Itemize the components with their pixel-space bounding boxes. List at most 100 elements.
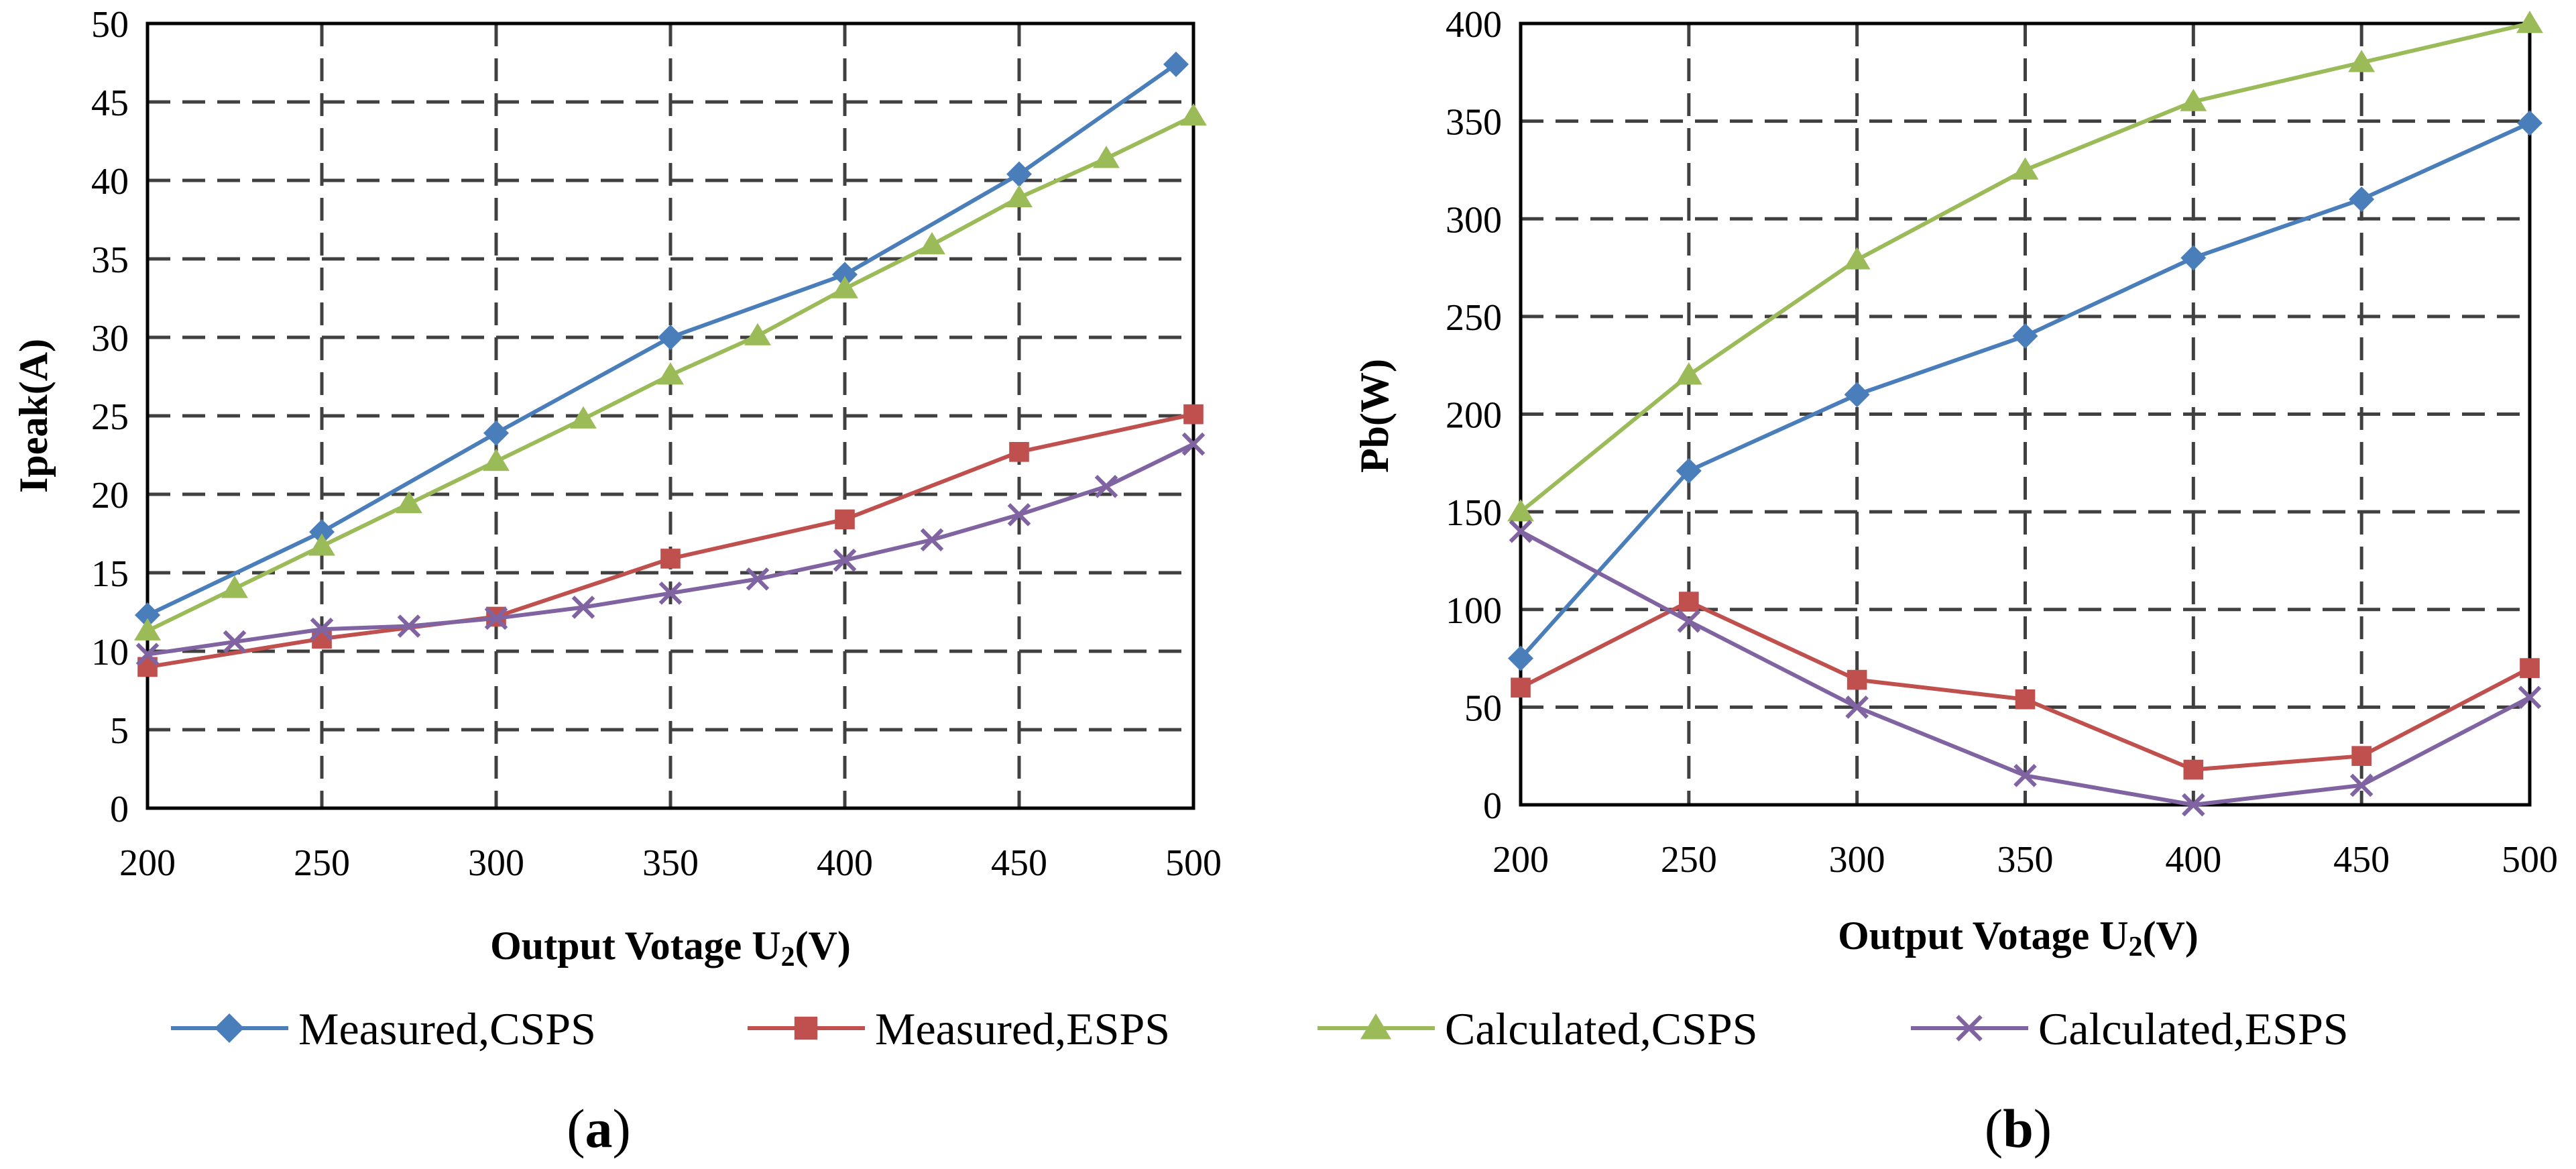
point-calculated-esps-b [1509,519,1533,543]
point-calculated-csps-b [2180,89,2207,111]
x-tick-label-b: 500 [2502,839,2558,881]
series-b [1507,11,2543,817]
plot-frame-b [1519,21,2532,807]
y-tick-label-a: 10 [91,632,129,673]
legend-marker-calculated-csps [1360,1013,1392,1040]
point-calculated-esps-b [2013,763,2037,787]
y-axis-title-a: Ipeak(A) [11,339,56,493]
y-tick-label-b: 200 [1446,395,1502,437]
point-calculated-esps-a [746,567,770,591]
grid-a [148,23,1193,808]
panel-label-a-open: ( [567,1098,585,1159]
point-calculated-csps-a [570,406,597,429]
y-tick-label-a: 20 [91,475,129,516]
panel-label-a-close: ) [613,1098,631,1159]
point-measured-csps-a [309,519,335,545]
point-measured-csps-a [483,420,509,446]
x-tick-label-b: 400 [2165,839,2221,881]
chart-panel-a: 0 5 10 15 20 25 30 35 40 45 50 200 250 300 350 400 450 5… [11,4,1222,1159]
point-measured-csps-a [135,602,160,628]
x-axis-title-a: Output Votage U2(V) [490,924,851,972]
series-calculated-csps-a [134,103,1207,641]
point-calculated-csps-a [919,231,945,255]
legend-marker-calculated-esps [1956,1015,1983,1042]
x-ticks-a: 200 250 300 350 400 450 500 [119,842,1222,884]
point-measured-csps-b [1508,645,1533,671]
panel-label-b-letter: b [2003,1098,2034,1159]
y-tick-label-a: 25 [91,396,129,438]
series-measured-esps-b [1511,592,2540,780]
x-axis-title-main-a: Output Votage U [490,924,780,968]
x-tick-label-a: 450 [991,842,1047,884]
legend-label-measured-csps: Measured,CSPS [298,1003,596,1054]
point-calculated-csps-b [2011,157,2039,180]
point-calculated-esps-a [1094,474,1118,498]
point-measured-esps-b [1511,677,1531,698]
y-ticks-a: 0 5 10 15 20 25 30 35 40 45 50 [91,4,129,830]
y-tick-label-b: 100 [1446,590,1502,632]
point-calculated-csps-b [1675,362,1702,385]
y-tick-label-a: 40 [91,161,129,203]
panel-label-b-close: ) [2034,1098,2052,1159]
y-tick-label-a: 5 [110,710,129,752]
point-calculated-esps-b [2182,793,2205,817]
x-axis-title-sub-b: 2 [2129,932,2143,962]
point-measured-esps-a [835,509,855,530]
x-tick-label-b: 350 [1997,839,2054,881]
point-measured-csps-a [658,325,683,350]
panel-label-b: (b) [1985,1098,2052,1159]
point-calculated-esps-a [1007,503,1031,526]
point-measured-csps-a [1163,51,1189,77]
panel-label-a-letter: a [585,1098,613,1159]
x-axis-title-sub-a: 2 [781,942,795,972]
point-calculated-esps-a [920,528,944,552]
y-tick-label-b: 400 [1446,4,1502,46]
legend-label-measured-esps: Measured,ESPS [875,1003,1170,1054]
point-measured-esps-b [2351,746,2372,767]
point-calculated-esps-b [1677,609,1701,633]
y-tick-label-a: 45 [91,82,129,124]
y-tick-label-a: 35 [91,239,129,281]
point-measured-csps-b [1676,457,1702,484]
point-calculated-esps-a [833,548,857,572]
y-tick-label-b: 250 [1446,297,1502,339]
point-measured-esps-b [1679,592,1699,612]
point-measured-esps-a [1009,442,1029,462]
x-tick-label-a: 500 [1165,842,1222,884]
point-calculated-csps-a [308,533,335,556]
point-measured-csps-b [2517,110,2542,136]
x-tick-label-a: 300 [468,842,524,884]
point-calculated-esps-a [484,606,508,630]
series-calculated-esps-b [1509,519,2542,817]
y-tick-label-a: 50 [91,4,129,46]
point-calculated-csps-b [1843,247,1871,270]
x-axis-title-unit-a: (V) [795,924,851,968]
point-measured-esps-b [2183,759,2204,780]
point-calculated-csps-b [1507,499,1534,522]
x-tick-label-a: 400 [817,842,873,884]
point-calculated-csps-a [134,618,161,641]
y-tick-label-b: 300 [1446,199,1502,241]
series-measured-csps-b [1508,110,2542,671]
point-calculated-esps-a [135,643,160,667]
legend-item-calculated-csps: Calculated,CSPS [1318,1003,1758,1054]
legend-label-calculated-esps: Calculated,ESPS [2038,1003,2349,1054]
series-measured-csps-a [135,51,1189,628]
point-measured-esps-b [2015,689,2036,710]
x-axis-title-main-b: Output Votage U [1838,913,2128,958]
y-tick-label-a: 0 [110,789,129,830]
y-tick-label-b: 0 [1483,785,1502,827]
panel-label-b-open: ( [1985,1098,2003,1159]
chart-panel-b: 0 50 100 150 200 250 300 350 400 200 250 300 350 400… [1352,4,2558,1159]
x-tick-label-b: 450 [2333,839,2390,881]
point-calculated-csps-a [831,276,858,298]
legend-item-calculated-esps: Calculated,ESPS [1911,1003,2349,1054]
point-calculated-esps-a [571,596,595,619]
point-measured-csps-b [1844,382,1870,408]
point-calculated-csps-a [221,575,248,598]
point-calculated-csps-a [396,491,422,514]
y-tick-label-a: 30 [91,318,129,359]
x-axis-title-unit-b: (V) [2143,913,2199,958]
x-tick-label-a: 350 [642,842,699,884]
point-measured-esps-a [660,549,681,569]
